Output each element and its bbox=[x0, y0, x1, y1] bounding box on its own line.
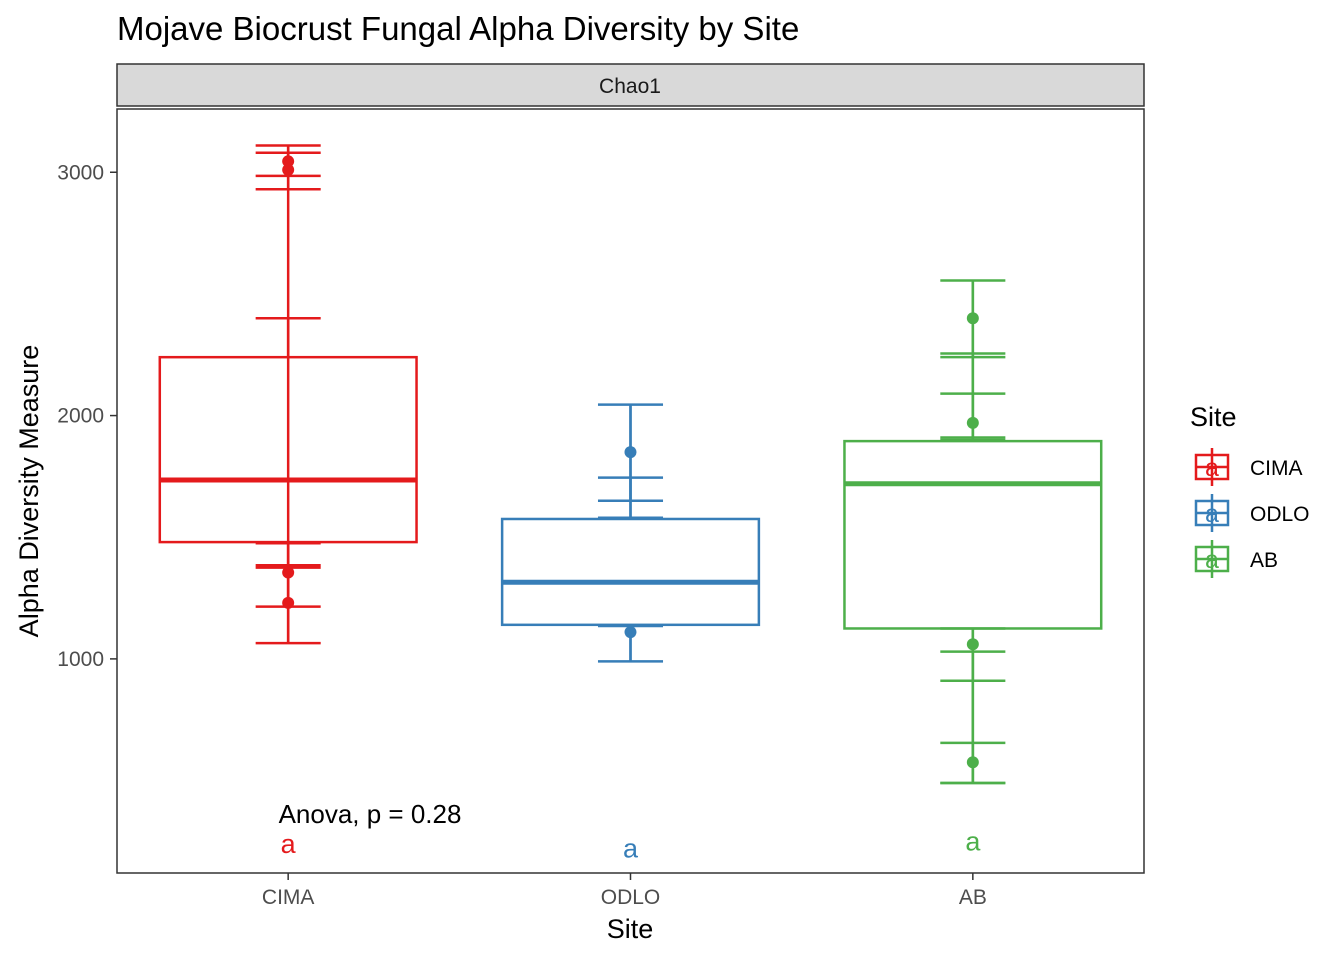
legend-key-cima: a CIMA bbox=[1194, 448, 1303, 486]
legend-key-glyph: a bbox=[1205, 500, 1219, 528]
x-tick-label: CIMA bbox=[262, 886, 315, 909]
data-point bbox=[624, 626, 637, 639]
data-point bbox=[966, 638, 979, 651]
legend: Site a CIMA a ODLO a AB bbox=[1190, 402, 1310, 578]
x-tick-label: ODLO bbox=[601, 886, 661, 909]
legend-label: ODLO bbox=[1250, 503, 1310, 526]
y-tick-label: 2000 bbox=[57, 405, 104, 428]
data-point bbox=[282, 566, 295, 579]
series-cima: a bbox=[158, 144, 418, 859]
significance-letter: a bbox=[623, 834, 639, 864]
data-point bbox=[966, 312, 979, 325]
legend-label: AB bbox=[1250, 549, 1278, 572]
error-bar bbox=[597, 476, 664, 520]
x-axis: CIMA ODLO AB bbox=[262, 873, 987, 909]
data-point bbox=[282, 596, 295, 609]
y-axis: 1000 2000 3000 bbox=[57, 161, 117, 671]
data-point bbox=[966, 416, 979, 429]
legend-key-ab: a AB bbox=[1194, 540, 1278, 578]
y-tick-label: 3000 bbox=[57, 161, 104, 184]
significance-letter: a bbox=[965, 826, 981, 856]
legend-key-glyph: a bbox=[1205, 454, 1219, 482]
facet-strip bbox=[116, 63, 1145, 107]
data-point bbox=[966, 756, 979, 769]
facet-label: Chao1 bbox=[599, 75, 661, 98]
legend-key-glyph: a bbox=[1205, 546, 1219, 574]
data-point bbox=[282, 163, 295, 176]
x-axis-title: Site bbox=[607, 914, 654, 944]
legend-title: Site bbox=[1190, 402, 1237, 432]
data-point bbox=[624, 446, 637, 459]
legend-label: CIMA bbox=[1250, 457, 1303, 480]
series-odlo: a bbox=[500, 403, 761, 864]
error-bar bbox=[940, 392, 1006, 442]
data-point bbox=[282, 155, 295, 168]
series-ab: a bbox=[843, 279, 1103, 856]
chart-title: Mojave Biocrust Fungal Alpha Diversity b… bbox=[117, 10, 799, 47]
anova-annotation: Anova, p = 0.28 bbox=[279, 799, 462, 829]
legend-key-odlo: a ODLO bbox=[1194, 494, 1310, 532]
significance-letter: a bbox=[281, 829, 297, 859]
y-tick-label: 1000 bbox=[57, 648, 104, 671]
x-tick-label: AB bbox=[959, 886, 987, 909]
legend-keys: a CIMA a ODLO a AB bbox=[1194, 448, 1310, 578]
y-axis-title: Alpha Diversity Measure bbox=[14, 345, 44, 638]
